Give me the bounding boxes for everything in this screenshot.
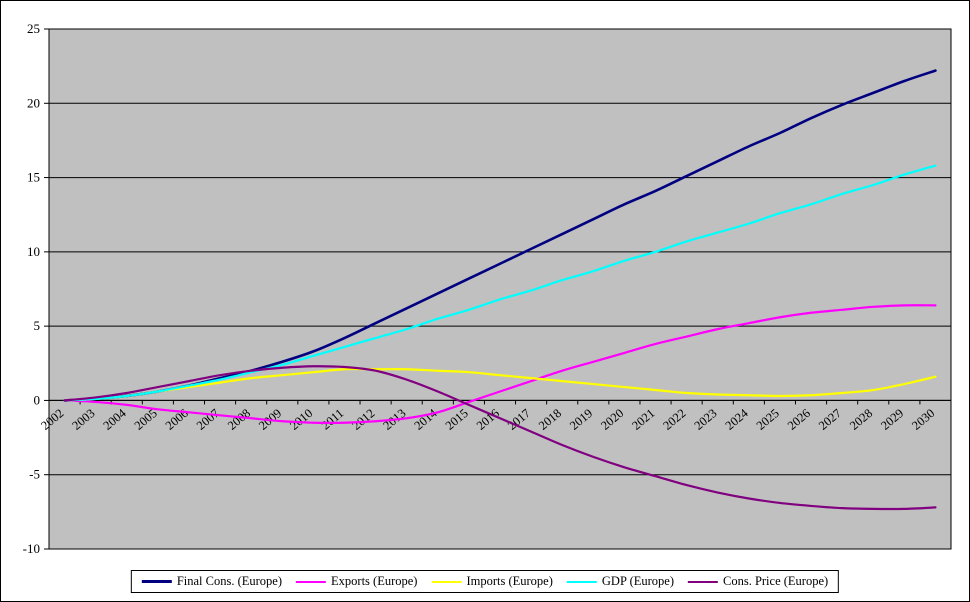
legend-item: Imports (Europe) (431, 574, 553, 589)
y-axis-label: 5 (34, 318, 41, 333)
legend-line-sample (141, 580, 172, 583)
legend-label: Cons. Price (Europe) (722, 574, 829, 588)
y-axis-label: 0 (34, 392, 41, 407)
legend-item: Cons. Price (Europe) (687, 574, 829, 589)
legend-label: GDP (Europe) (601, 574, 674, 588)
y-axis-label: -5 (29, 467, 40, 482)
y-axis-label: -10 (23, 541, 40, 556)
chart-legend: Final Cons. (Europe) Exports (Europe) Impo… (130, 570, 840, 593)
legend-item: Final Cons. (Europe) (141, 574, 283, 589)
series-line-imports-europe (63, 367, 937, 402)
legend-label: Exports (Europe) (331, 574, 418, 588)
series-line-cons-price-europe (63, 365, 937, 511)
legend-line-sample (566, 580, 597, 583)
legend-item: Exports (Europe) (296, 574, 417, 589)
y-axis-label: 20 (27, 95, 40, 110)
series-line-gdp-europe (63, 164, 937, 402)
legend-item: GDP (Europe) (566, 574, 674, 589)
legend-label: Imports (Europe) (466, 574, 553, 588)
legend-line-sample (687, 580, 718, 583)
legend-line-sample (296, 580, 327, 583)
series-line-exports-europe (63, 304, 937, 424)
y-axis-label: 15 (27, 170, 40, 185)
y-axis-label: 25 (27, 21, 40, 36)
legend-label: Final Cons. (Europe) (176, 574, 283, 588)
plot-area (48, 28, 952, 550)
y-axis-label: 10 (27, 244, 40, 259)
legend-line-sample (431, 580, 462, 583)
